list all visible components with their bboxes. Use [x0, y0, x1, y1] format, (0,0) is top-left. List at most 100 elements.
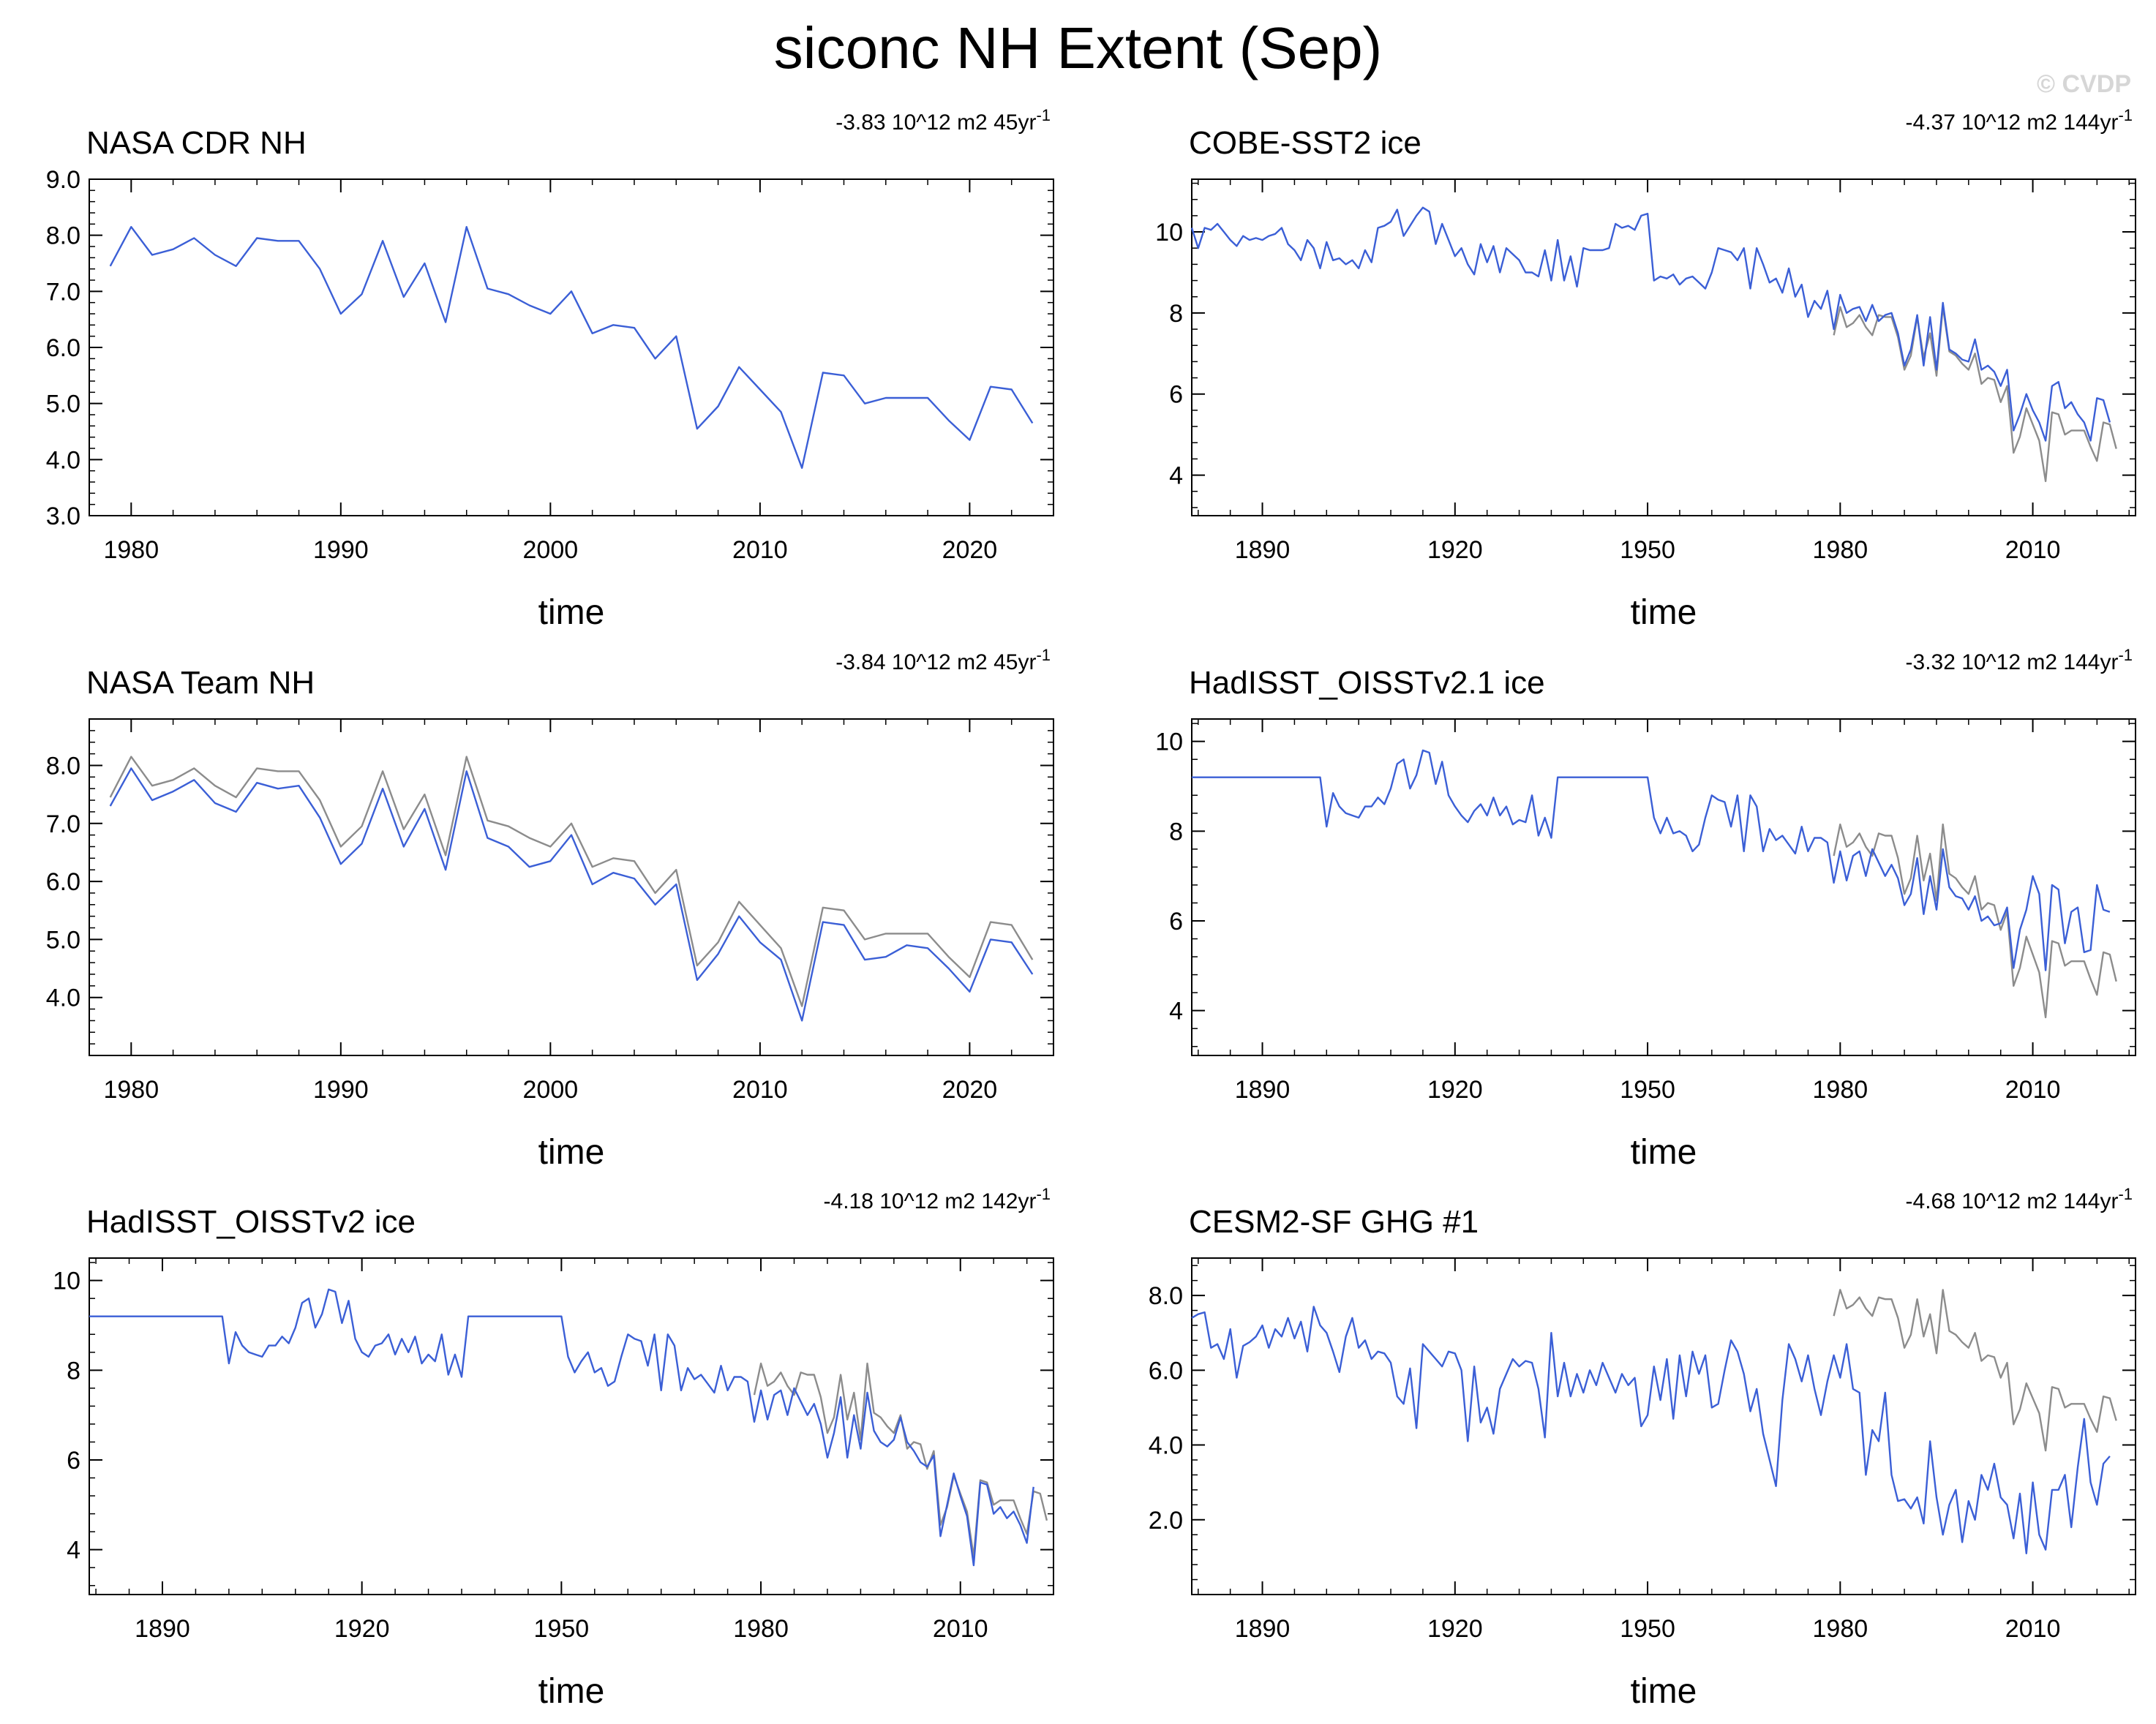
y-tick-label: 2.0	[1149, 1507, 1183, 1535]
x-tick-label: 1920	[1427, 1615, 1483, 1643]
series-line	[109, 767, 1034, 1022]
chart-panel-5: HadISST_OISSTv2 ice -4.18 10^12 m2 142yr-…	[53, 1185, 1054, 1711]
panel-title: NASA Team NH	[86, 665, 315, 701]
y-tick-label: 6	[1169, 908, 1183, 936]
reference-series-line	[1833, 823, 2117, 1019]
y-tick-label: 10	[53, 1268, 80, 1295]
y-tick-label: 8	[1169, 818, 1183, 846]
series-line	[1192, 749, 2111, 971]
figure-title: siconc NH Extent (Sep)	[773, 15, 1383, 80]
plot-frame	[1191, 1257, 2136, 1595]
trend-label: -3.84 10^12 m2 45yr-1	[835, 646, 1051, 674]
x-tick-label: 2000	[523, 1076, 579, 1104]
trend-label: -4.37 10^12 m2 144yr-1	[1906, 106, 2133, 135]
plot-frame	[89, 718, 1054, 1056]
x-tick-label: 1950	[1620, 536, 1675, 564]
chart-panel-2: COBE-SST2 ice -4.37 10^12 m2 144yr-1 1890 1…	[1155, 106, 2136, 632]
x-tick-label: 1920	[1427, 536, 1483, 564]
x-tick-label: 1950	[1620, 1076, 1675, 1104]
copyright-watermark: © CVDP	[2037, 70, 2131, 98]
x-tick-label: 2000	[523, 536, 579, 564]
x-tick-label: 1980	[733, 1615, 789, 1643]
y-tick-label: 8.0	[1149, 1282, 1183, 1310]
panel-title: COBE-SST2 ice	[1189, 125, 1421, 161]
series-line	[1190, 206, 2111, 442]
x-tick-label: 1920	[334, 1615, 390, 1643]
y-tick-label: 10	[1155, 729, 1183, 756]
trend-label: -3.32 10^12 m2 144yr-1	[1906, 646, 2133, 674]
chart-panel-3: NASA Team NH -3.84 10^12 m2 45yr-1 1980 199…	[46, 646, 1054, 1172]
y-tick-label: 4	[67, 1537, 80, 1565]
trend-label: -3.83 10^12 m2 45yr-1	[835, 106, 1051, 135]
panel-title: NASA CDR NH	[86, 125, 307, 161]
x-tick-label: 2010	[2005, 1615, 2061, 1643]
y-tick-label: 7.0	[46, 278, 80, 306]
x-axis-label: time	[538, 1672, 605, 1711]
x-tick-label: 2010	[933, 1615, 988, 1643]
x-tick-label: 1980	[1813, 1615, 1868, 1643]
x-axis-label: time	[538, 593, 605, 632]
x-tick-label: 2020	[942, 536, 998, 564]
chart-panel-6: CESM2-SF GHG #1 -4.68 10^12 m2 144yr-1 189…	[1149, 1185, 2136, 1711]
panel-title: HadISST_OISSTv2 ice	[86, 1204, 416, 1240]
plot-frame	[89, 1257, 1054, 1595]
x-axis-label: time	[538, 1133, 605, 1172]
x-tick-label: 2010	[732, 536, 788, 564]
y-tick-label: 8	[67, 1357, 80, 1385]
reference-series-line	[109, 756, 1034, 1007]
y-tick-label: 4	[1169, 998, 1183, 1025]
x-tick-label: 1950	[534, 1615, 590, 1643]
plot-frame	[1191, 178, 2136, 516]
y-tick-label: 7.0	[46, 810, 80, 838]
chart-panel-1: NASA CDR NH -3.83 10^12 m2 45yr-1 1980 1990…	[46, 106, 1054, 632]
x-tick-label: 1920	[1427, 1076, 1483, 1104]
trend-label: -4.18 10^12 m2 142yr-1	[824, 1185, 1051, 1213]
x-axis-label: time	[1631, 1133, 1697, 1172]
y-tick-label: 5.0	[46, 391, 80, 418]
y-tick-label: 6	[1169, 381, 1183, 409]
y-tick-label: 5.0	[46, 926, 80, 954]
x-tick-label: 2020	[942, 1076, 998, 1104]
x-tick-label: 1990	[313, 536, 369, 564]
x-axis-label: time	[1631, 1672, 1697, 1711]
y-tick-label: 8.0	[46, 752, 80, 780]
y-tick-label: 4.0	[46, 446, 80, 474]
y-tick-label: 6.0	[46, 334, 80, 362]
reference-series-line	[1833, 306, 2117, 483]
y-tick-label: 6.0	[1149, 1357, 1183, 1385]
plot-frame	[89, 178, 1054, 516]
x-tick-label: 1980	[1813, 536, 1868, 564]
y-tick-label: 4.0	[46, 985, 80, 1012]
y-tick-label: 3.0	[46, 502, 80, 530]
x-axis-label: time	[1631, 593, 1697, 632]
y-tick-label: 10	[1155, 219, 1183, 246]
x-tick-label: 1890	[135, 1615, 190, 1643]
x-tick-label: 2010	[2005, 1076, 2061, 1104]
y-tick-label: 6	[67, 1447, 80, 1475]
trend-label: -4.68 10^12 m2 144yr-1	[1906, 1185, 2133, 1213]
y-tick-label: 4.0	[1149, 1432, 1183, 1460]
panel-title: CESM2-SF GHG #1	[1189, 1204, 1479, 1240]
plot-frame	[1191, 718, 2136, 1056]
x-tick-label: 2010	[2005, 536, 2061, 564]
series-line	[109, 226, 1034, 469]
series-line	[1191, 1306, 2111, 1554]
reference-series-line	[753, 1362, 1048, 1558]
x-tick-label: 1980	[103, 536, 159, 564]
x-tick-label: 1950	[1620, 1615, 1675, 1643]
x-tick-label: 1890	[1235, 1076, 1291, 1104]
y-tick-label: 9.0	[46, 166, 80, 194]
x-tick-label: 1980	[1813, 1076, 1868, 1104]
x-tick-label: 2010	[732, 1076, 788, 1104]
x-tick-label: 1980	[103, 1076, 159, 1104]
y-tick-label: 8.0	[46, 222, 80, 250]
panel-title: HadISST_OISSTv2.1 ice	[1189, 665, 1545, 701]
y-tick-label: 6.0	[46, 868, 80, 896]
reference-series-line	[1833, 1289, 2117, 1452]
x-tick-label: 1890	[1235, 536, 1291, 564]
x-tick-label: 1990	[313, 1076, 369, 1104]
y-tick-label: 8	[1169, 300, 1183, 328]
series-line	[89, 1288, 1034, 1567]
y-tick-label: 4	[1169, 462, 1183, 490]
